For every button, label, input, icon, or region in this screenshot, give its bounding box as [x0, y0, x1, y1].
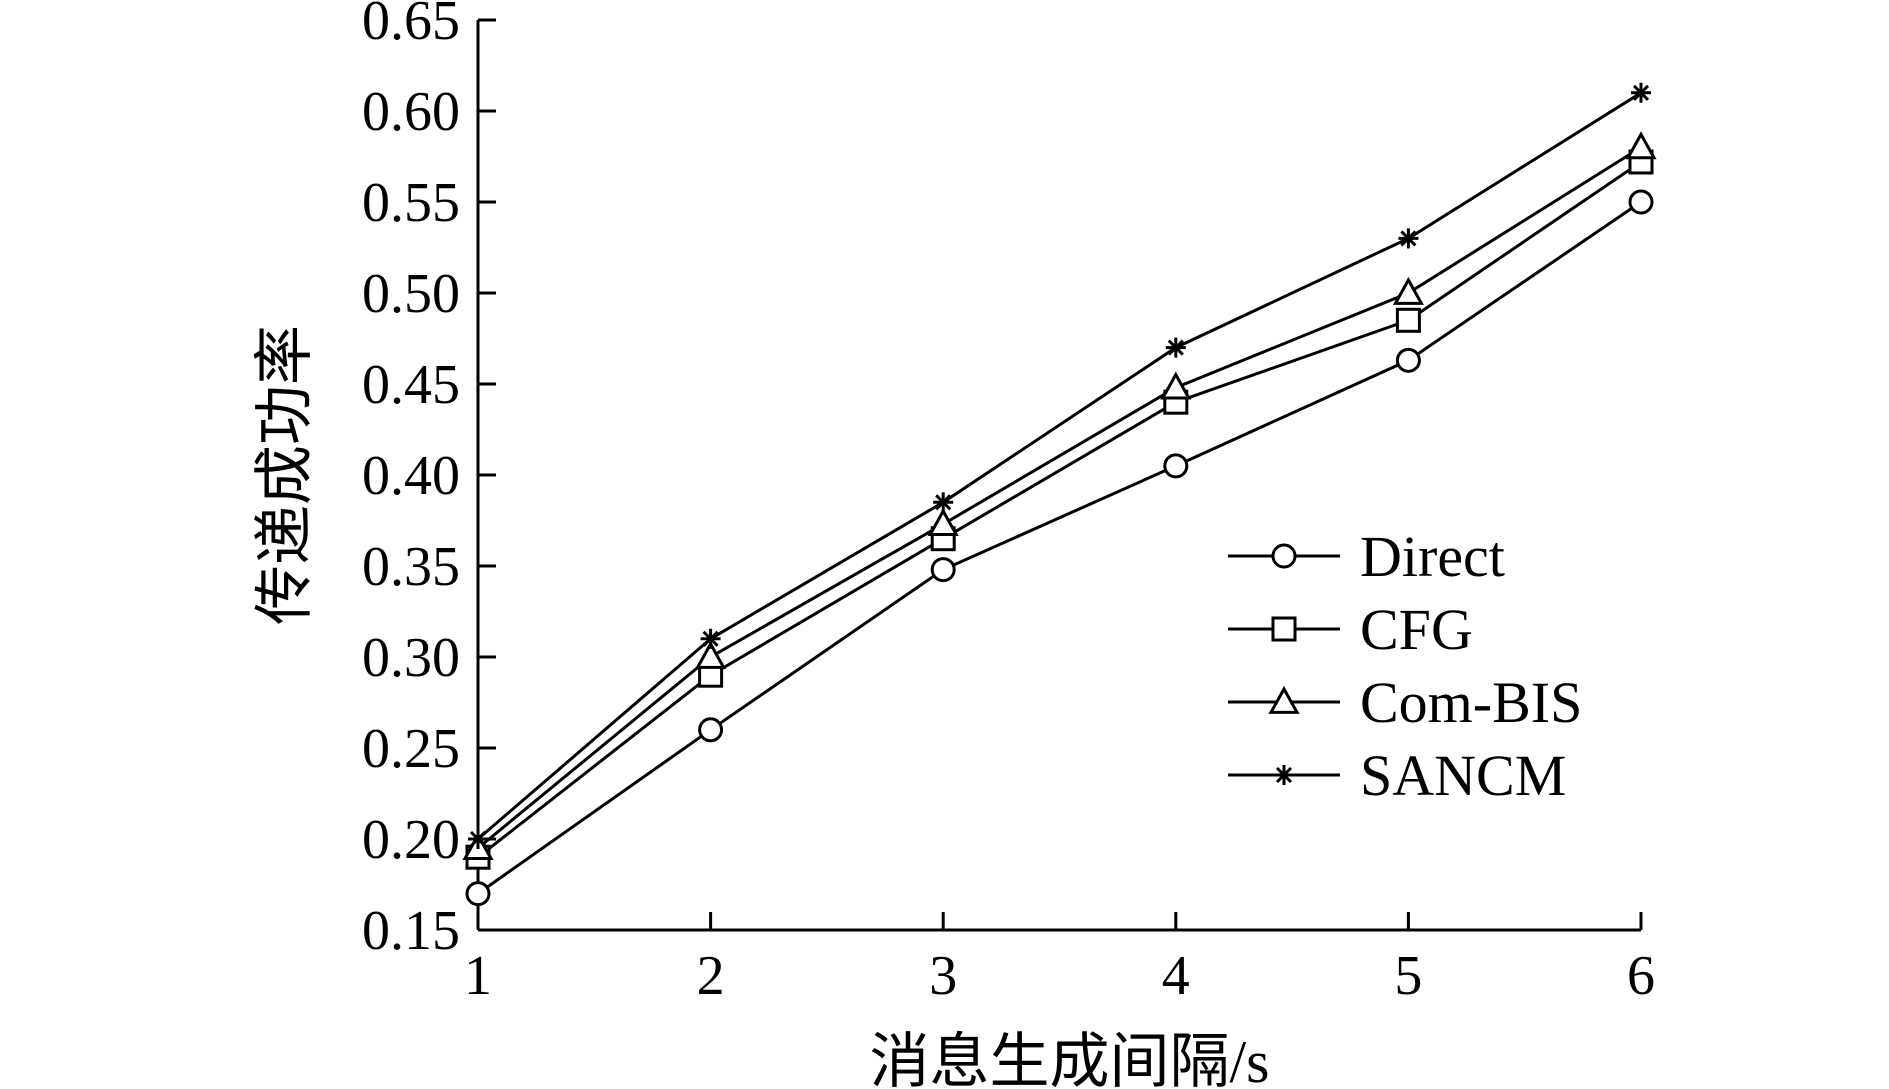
legend-item-direct: Direct — [1228, 524, 1505, 589]
data-point-square — [1395, 307, 1421, 333]
data-point-circle — [1628, 189, 1654, 215]
x-tick-label: 1 — [464, 945, 492, 1007]
data-point-circle — [698, 717, 724, 743]
data-point-star — [1631, 82, 1651, 103]
data-point-star — [468, 829, 488, 849]
x-tick-label: 3 — [929, 945, 957, 1007]
y-tick-label: 0.60 — [362, 81, 460, 143]
legend-label: CFG — [1360, 597, 1473, 662]
y-tick-label: 0.65 — [362, 0, 460, 52]
marker-stroke — [1275, 766, 1293, 784]
legend-marker-square — [1271, 616, 1297, 642]
data-point-circle — [930, 557, 956, 583]
legend-item-cfg: CFG — [1228, 597, 1473, 662]
legend-marker-triangle — [1268, 685, 1300, 714]
y-tick-label: 0.25 — [362, 718, 460, 780]
y-tick-label: 0.30 — [362, 627, 460, 689]
data-point-star — [1165, 337, 1186, 358]
marker-stroke — [935, 494, 952, 511]
series-line — [477, 200, 1642, 895]
marker-stroke — [702, 630, 719, 647]
y-tick-label: 0.55 — [362, 172, 460, 234]
series-line — [477, 160, 1642, 859]
y-tick-label: 0.45 — [362, 354, 460, 416]
series-com-bis — [462, 131, 1657, 860]
y-ticks: 0.15 0.20 0.25 0.30 0.35 0.40 0.45 0.50 0.55 0.60… — [362, 0, 496, 962]
series-line — [477, 146, 1642, 850]
x-tick-label: 4 — [1162, 945, 1190, 1007]
marker-stroke — [1632, 84, 1650, 101]
series-direct — [465, 189, 1654, 907]
legend-label: Com-BIS — [1360, 670, 1582, 735]
data-point-circle — [465, 881, 491, 907]
legend: Direct CFG Com-BIS SANCM — [1228, 524, 1582, 808]
data-point-triangle — [927, 508, 959, 537]
legend-item-com-bis: Com-BIS — [1228, 670, 1582, 735]
series-sancm — [468, 82, 1651, 849]
data-point-star — [933, 492, 954, 513]
legend-item-sancm: SANCM — [1228, 743, 1566, 808]
data-point-triangle — [1160, 371, 1192, 400]
y-tick-label: 0.15 — [362, 900, 460, 962]
data-point-star — [700, 628, 721, 649]
y-tick-label: 0.50 — [362, 263, 460, 325]
data-point-triangle — [695, 640, 727, 669]
x-tick-label: 5 — [1394, 945, 1422, 1007]
series-line — [477, 91, 1642, 841]
data-point-triangle — [1625, 131, 1657, 160]
marker-stroke — [469, 830, 487, 848]
marker-stroke — [1400, 230, 1417, 247]
y-tick-label: 0.35 — [362, 536, 460, 598]
x-tick-label: 2 — [697, 945, 725, 1007]
data-point-star — [1398, 228, 1419, 249]
x-axis-title: 消息生成间隔/s — [869, 1029, 1269, 1089]
y-tick-label: 0.40 — [362, 445, 460, 507]
legend-marker-circle — [1271, 543, 1297, 569]
legend-marker-star — [1274, 765, 1294, 785]
legend-label: SANCM — [1360, 743, 1566, 808]
x-ticks: 1 2 3 4 5 6 — [464, 912, 1655, 1007]
marker-stroke — [1167, 339, 1184, 356]
x-tick-label: 6 — [1627, 945, 1655, 1007]
y-axis-title: 传递成功率 — [252, 325, 318, 625]
legend-label: Direct — [1360, 524, 1505, 589]
series-layer — [462, 82, 1657, 907]
data-point-triangle — [1392, 276, 1424, 305]
y-tick-label: 0.20 — [362, 809, 460, 871]
data-point-circle — [1395, 347, 1421, 373]
data-point-circle — [1163, 453, 1189, 479]
